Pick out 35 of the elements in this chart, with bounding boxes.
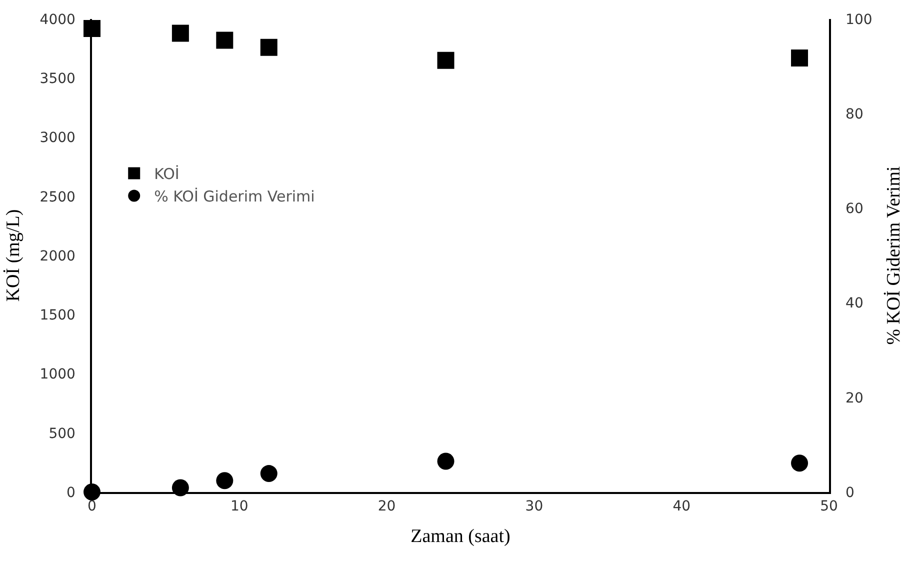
point [437,452,454,470]
y-tick-label: 4000 [40,12,76,28]
y2-tick-label: 20 [846,390,864,406]
point [260,465,278,482]
y-tick-label: 500 [48,426,76,442]
x-tick-label: 50 [820,498,838,515]
y-tick-label: 3500 [40,71,76,88]
point [791,454,808,472]
x-tick-label: 0 [88,498,96,515]
x-tick-label: 10 [230,498,248,515]
point [437,52,454,69]
x-tick-label: 30 [525,498,544,515]
y2-tick-label: 60 [846,201,864,218]
y-tick-label: 0 [66,484,76,501]
y2-tick-label: 100 [846,12,872,28]
y-tick-label: 3000 [40,130,76,146]
y2-tick-label: 0 [846,484,854,501]
y2-tick-label: 80 [846,106,864,122]
legend-label: % KOİ Giderim Verimi [154,188,315,206]
y-tick-label: 2500 [40,189,76,206]
point [216,472,234,490]
x-tick-label: 40 [672,498,691,515]
x-tick-label: 20 [378,498,396,515]
point [216,32,234,49]
point [791,50,808,67]
y2-axis-title: % KOİ Giderim Verimi [884,166,905,345]
x-axis-title: Zaman (saat) [410,526,510,547]
y2-tick-label: 40 [846,296,864,312]
point [172,24,189,42]
legend-label: KOİ [154,165,180,184]
y-tick-label: 1500 [40,308,76,324]
y-tick-label: 1000 [40,366,76,383]
point [260,38,278,56]
y-tick-label: 2000 [40,248,76,264]
y-axis-title: KOİ (mg/L) [3,209,24,302]
